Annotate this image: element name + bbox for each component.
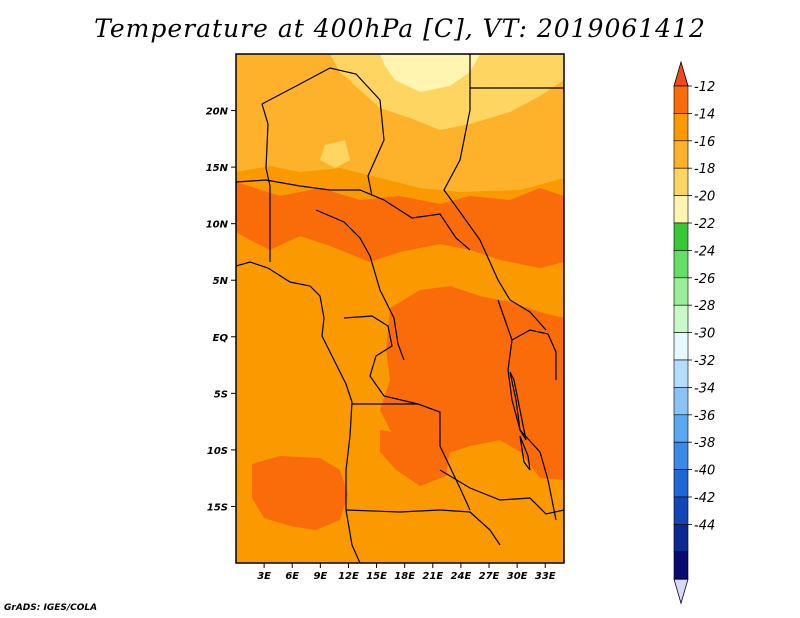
border-east-a bbox=[497, 299, 557, 521]
field-lighter-north bbox=[330, 54, 564, 130]
colorbar-swatch bbox=[673, 140, 689, 169]
colorbar-label: -36 bbox=[694, 409, 715, 424]
colorbar-label: -40 bbox=[694, 464, 715, 479]
colorbar-swatch bbox=[673, 222, 689, 251]
colorbar-label: -16 bbox=[694, 135, 715, 150]
colorbar-label: -30 bbox=[694, 327, 715, 342]
border-southwest bbox=[345, 509, 441, 513]
field-lightest-north bbox=[380, 54, 480, 92]
field-warm-sahel bbox=[236, 182, 564, 268]
border-central bbox=[343, 315, 471, 511]
colorbar-label: -12 bbox=[694, 80, 715, 95]
lon-tick-label: 30E bbox=[507, 571, 528, 582]
lon-axis: 3E 6E 9E 12E 15E 18E 21E 24E 27E 30E 33E bbox=[257, 563, 556, 582]
lon-tick-label: 12E bbox=[338, 571, 359, 582]
colorbar-swatch bbox=[673, 167, 689, 196]
colorbar-label: -20 bbox=[694, 190, 715, 205]
credit-label: GrADS: IGES/COLA bbox=[4, 603, 98, 613]
colorbar-label: -28 bbox=[694, 299, 715, 314]
field-light-patch-b bbox=[320, 140, 350, 168]
lat-tick-label: 10N bbox=[206, 220, 229, 231]
colorbar-swatch bbox=[673, 496, 689, 525]
colorbar-swatch bbox=[673, 113, 689, 142]
colorbar-swatch bbox=[673, 469, 689, 498]
border-west-a bbox=[261, 103, 271, 262]
colorbar-label: -34 bbox=[694, 381, 715, 396]
colorbar-label: -22 bbox=[694, 217, 715, 232]
lon-tick-label: 6E bbox=[285, 571, 299, 582]
border-sahara bbox=[261, 67, 385, 197]
field-warm-south bbox=[252, 456, 348, 530]
colorbar-label: -18 bbox=[694, 162, 715, 177]
colorbar-bottom-arrow bbox=[673, 578, 689, 605]
colorbar-swatch bbox=[673, 250, 689, 279]
colorbar-swatch bbox=[673, 359, 689, 388]
map-frame bbox=[235, 53, 565, 564]
field-warm-congo bbox=[380, 286, 564, 480]
colorbar-label: -42 bbox=[694, 491, 715, 506]
lon-tick-label: 24E bbox=[451, 571, 472, 582]
lake-malawi bbox=[519, 435, 531, 471]
colorbar-swatch bbox=[673, 414, 689, 443]
lon-tick-label: 15E bbox=[366, 571, 387, 582]
colorbar-label: -26 bbox=[694, 272, 715, 287]
lake-tanganyika bbox=[509, 371, 527, 441]
coastline-west bbox=[236, 261, 361, 563]
lat-axis: 20N 15N 10N 5N EQ 5S 10S 15S bbox=[206, 107, 236, 513]
lat-tick-label: 5S bbox=[214, 389, 228, 400]
field-warm-south-b bbox=[380, 430, 450, 486]
border-rift bbox=[511, 329, 557, 380]
colorbar-swatch bbox=[673, 524, 689, 553]
colorbar-top-arrow bbox=[673, 60, 689, 87]
field-light-patch-a bbox=[236, 60, 320, 140]
lon-tick-label: 27E bbox=[479, 571, 500, 582]
colorbar-swatch bbox=[673, 332, 689, 361]
lat-tick-label: 10S bbox=[207, 446, 228, 457]
lon-tick-label: 9E bbox=[313, 571, 327, 582]
colorbar-swatch bbox=[673, 441, 689, 470]
colorbar-label: -24 bbox=[694, 244, 715, 259]
border-south-b bbox=[439, 469, 564, 515]
temperature-field bbox=[236, 54, 564, 563]
colorbar-swatch bbox=[673, 551, 689, 580]
colorbar: -12 -14 -16 -18 -20 -22 -24 -26 -28 -30 -32 -34 -36 -… bbox=[673, 60, 715, 605]
lat-tick-label: 15S bbox=[207, 502, 228, 513]
colorbar-swatch bbox=[673, 304, 689, 333]
border-south-c bbox=[439, 509, 501, 546]
lon-tick-label: 21E bbox=[422, 571, 443, 582]
lon-tick-label: 3E bbox=[257, 571, 271, 582]
colorbar-swatch bbox=[673, 195, 689, 224]
colorbar-label: -38 bbox=[694, 436, 715, 451]
colorbar-swatch bbox=[673, 387, 689, 416]
lat-tick-label: 5N bbox=[213, 276, 229, 287]
border-nigeria bbox=[315, 209, 405, 361]
lon-tick-label: 18E bbox=[394, 571, 415, 582]
colorbar-label: -44 bbox=[694, 518, 715, 533]
lon-tick-label: 33E bbox=[535, 571, 556, 582]
colorbar-swatch bbox=[673, 85, 689, 114]
boundaries bbox=[236, 54, 564, 563]
lat-tick-label: EQ bbox=[213, 333, 229, 344]
border-east-sahara bbox=[443, 54, 547, 331]
colorbar-swatch bbox=[673, 277, 689, 306]
lat-tick-label: 20N bbox=[206, 107, 229, 118]
colorbar-label: -32 bbox=[694, 354, 715, 369]
lat-tick-label: 15N bbox=[206, 163, 229, 174]
border-sahel bbox=[236, 179, 471, 251]
colorbar-label: -14 bbox=[694, 107, 715, 122]
page-title: Temperature at 400hPa [C], VT: 201906141… bbox=[94, 14, 706, 43]
